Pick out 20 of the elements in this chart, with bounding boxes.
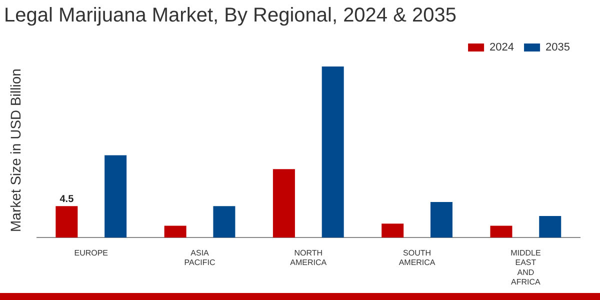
x-tick-label: ASIA PACIFIC: [184, 248, 216, 268]
x-tick-label: EUROPE: [74, 248, 108, 258]
bar: [490, 226, 512, 238]
bar: [430, 202, 452, 238]
bar: [164, 226, 186, 238]
bar: [272, 169, 295, 238]
x-tick-label: SOUTH AMERICA: [398, 248, 436, 268]
legend-label: 2024: [490, 42, 514, 54]
data-label: 4.5: [60, 194, 74, 205]
chart-title: Legal Marijuana Market, By Regional, 2024 & 2035: [4, 4, 456, 27]
bar: [213, 206, 236, 238]
x-tick-label: NORTH AMERICA: [290, 248, 328, 268]
x-tick-label: MIDDLE EAST AND AFRICA: [510, 248, 542, 286]
bar: [322, 66, 344, 238]
bar: [539, 216, 562, 238]
legend-label: 2035: [546, 42, 570, 54]
bar: [382, 224, 404, 238]
bar: [56, 206, 78, 238]
bar: [104, 155, 127, 238]
y-axis-title: Market Size in USD Billion: [7, 68, 24, 232]
